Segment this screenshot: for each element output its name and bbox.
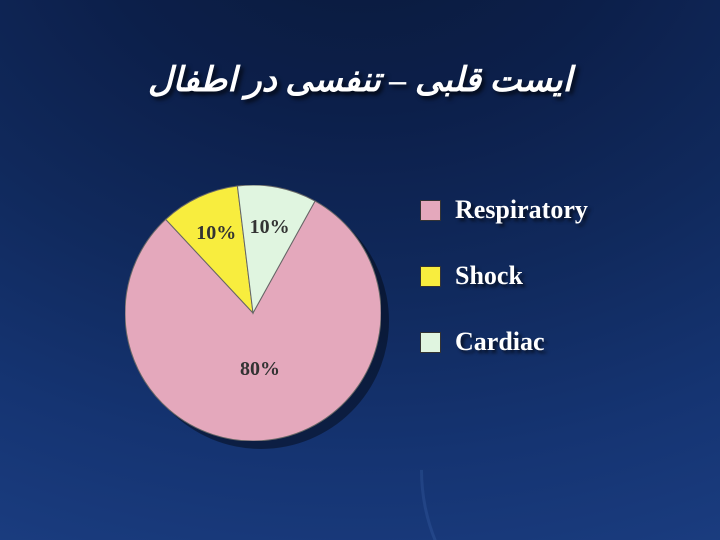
- legend-item-cardiac: Cardiac: [420, 327, 588, 357]
- slice-label-respiratory: 80%: [240, 358, 280, 381]
- slice-label-cardiac: 10%: [250, 216, 290, 239]
- legend: Respiratory Shock Cardiac: [420, 195, 588, 357]
- legend-label: Cardiac: [455, 327, 545, 357]
- legend-item-respiratory: Respiratory: [420, 195, 588, 225]
- pie-chart: 80% 10% 10%: [125, 185, 425, 485]
- legend-label: Shock: [455, 261, 523, 291]
- slide-title: ایست قلبی – تنفسی در اطفال: [0, 60, 720, 100]
- legend-swatch: [420, 200, 441, 221]
- legend-label: Respiratory: [455, 195, 588, 225]
- slice-label-shock: 10%: [196, 222, 236, 245]
- legend-item-shock: Shock: [420, 261, 588, 291]
- legend-swatch: [420, 332, 441, 353]
- legend-swatch: [420, 266, 441, 287]
